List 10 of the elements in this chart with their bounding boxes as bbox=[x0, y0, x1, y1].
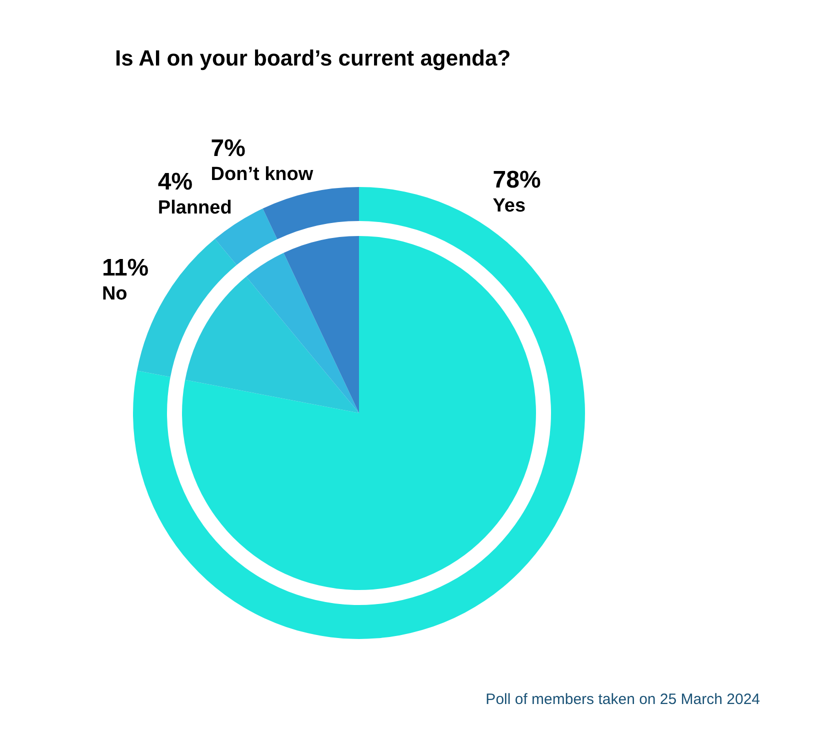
slice-label: Yes bbox=[492, 196, 526, 217]
data-label: 11% bbox=[102, 254, 149, 282]
data-label: 4% bbox=[158, 168, 193, 196]
data-label: 78% bbox=[492, 166, 541, 194]
slice-label: No bbox=[102, 283, 128, 304]
slice-label: Planned bbox=[158, 198, 232, 219]
chart-title: Is AI on your board’s current agenda? bbox=[115, 46, 511, 70]
data-label: 7% bbox=[210, 134, 246, 162]
text: Poll of members taken on 25 March 2024 bbox=[486, 691, 760, 708]
slice-label: Don’t know bbox=[210, 164, 314, 185]
